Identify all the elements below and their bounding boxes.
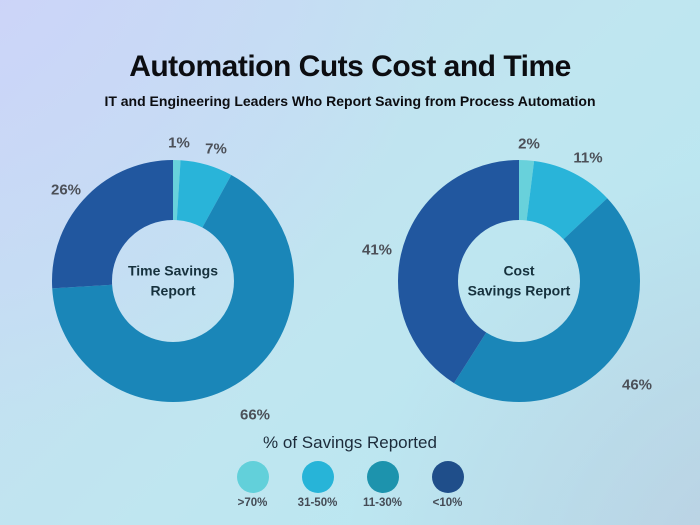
center-label-line: Cost	[503, 262, 535, 279]
legend-title: % of Savings Reported	[263, 433, 437, 452]
page-title: Automation Cuts Cost and Time	[129, 50, 571, 83]
slice-label-time-gt70pct: 1%	[168, 134, 190, 152]
legend-item-31-50: 31-50%	[288, 461, 348, 509]
slice-label-cost-gt70pct: 2%	[518, 135, 540, 153]
donut-center-label-cost: Cost Savings Report	[455, 261, 583, 302]
center-label-line: Time Savings	[127, 262, 218, 279]
legend-label-lt10: <10%	[432, 497, 463, 509]
donut-segment-11-30%	[398, 160, 640, 402]
legend-item-11-30: 11-30%	[353, 461, 413, 509]
donut-chart-time-savings: Time Savings Report	[52, 160, 294, 402]
legend-label-gt70: >70%	[237, 497, 268, 509]
slice-label-cost-lt10pct: 41%	[361, 241, 393, 259]
legend-item-lt10: <10%	[418, 461, 478, 509]
slice-label-time-lt10pct: 26%	[50, 181, 82, 199]
center-label-line: Savings Report	[467, 283, 571, 299]
donut-ring	[398, 160, 640, 402]
center-label-line: Report	[150, 283, 196, 299]
donut-segment-<10%	[52, 160, 294, 402]
legend-label-31-50: 31-50%	[297, 497, 338, 509]
header: Automation Cuts Cost and Time IT and Eng…	[0, 50, 700, 109]
legend-swatch-lt10	[431, 461, 464, 493]
donut-segment-<10%	[398, 160, 640, 402]
legend: % of Savings Reported >70% 31-50% 11-30%…	[0, 433, 700, 509]
page-subtitle: IT and Engineering Leaders Who Report Sa…	[104, 93, 596, 109]
legend-label-11-30: 11-30%	[362, 497, 402, 509]
legend-swatch-31-50	[301, 461, 334, 493]
legend-swatch-11-30	[366, 461, 399, 493]
slice-label-time-11-30pct: 66%	[239, 406, 271, 424]
legend-swatch-gt70	[236, 461, 269, 493]
legend-item-gt70: >70%	[223, 461, 283, 509]
donut-ring	[52, 160, 294, 402]
legend-items: >70% 31-50% 11-30% <10%	[223, 461, 478, 509]
donut-center-label-time: Time Savings Report	[109, 261, 237, 302]
donut-segment-11-30%	[52, 160, 294, 402]
slice-label-cost-31-50pct: 11%	[573, 149, 603, 167]
slice-label-time-31-50pct: 7%	[205, 140, 227, 158]
donut-chart-cost-savings: Cost Savings Report	[398, 160, 640, 402]
slice-label-cost-11-30pct: 46%	[621, 376, 653, 394]
